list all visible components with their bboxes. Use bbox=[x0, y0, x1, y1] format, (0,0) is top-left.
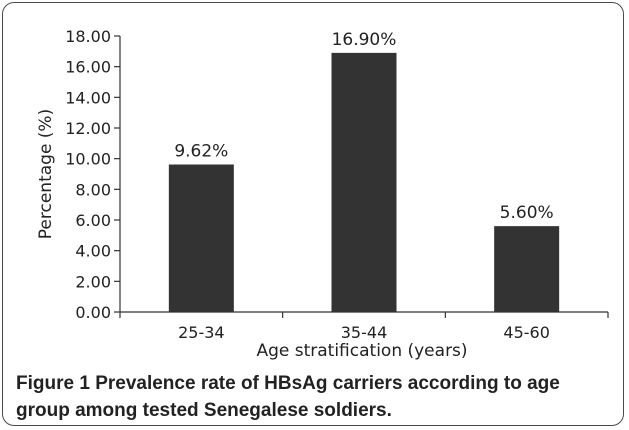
data-label: 5.60% bbox=[500, 203, 554, 223]
x-axis: 25-34 35-44 45-60 bbox=[119, 311, 609, 342]
y-tick-label: 2.00 bbox=[75, 272, 111, 291]
x-tick-label: 25-34 bbox=[178, 323, 225, 342]
caption-text: Prevalence rate of HBsAg carriers accord… bbox=[16, 373, 560, 421]
figure-caption: Figure 1 Prevalence rate of HBsAg carrie… bbox=[16, 370, 616, 424]
y-tick-label: 12.00 bbox=[65, 119, 111, 138]
x-tick-label: 35-44 bbox=[341, 323, 388, 342]
bars: 9.62% 16.90% 5.60% bbox=[168, 30, 560, 312]
y-tick-label: 10.00 bbox=[65, 150, 111, 169]
caption-label: Figure 1 bbox=[16, 373, 90, 394]
y-tick-label: 4.00 bbox=[75, 242, 111, 261]
y-tick-label: 18.00 bbox=[65, 27, 111, 46]
y-axis-title: Percentage (%) bbox=[36, 109, 56, 239]
x-axis-title: Age stratification (years) bbox=[256, 341, 467, 361]
y-tick-label: 6.00 bbox=[75, 211, 111, 230]
bar-45-60 bbox=[494, 226, 560, 312]
y-tick-label: 0.00 bbox=[75, 303, 111, 322]
y-tick-label: 8.00 bbox=[75, 180, 111, 199]
data-label: 16.90% bbox=[332, 30, 397, 50]
y-axis: 0.00 2.00 4.00 6.00 8.00 10.00 12.00 14.00 16.00… bbox=[65, 27, 121, 322]
bar-35-44 bbox=[331, 52, 397, 312]
bar-chart: 0.00 2.00 4.00 6.00 8.00 10.00 12.00 14.00 16.00… bbox=[36, 27, 609, 361]
y-tick-label: 14.00 bbox=[65, 88, 111, 107]
y-tick-label: 16.00 bbox=[65, 58, 111, 77]
bar-25-34 bbox=[168, 164, 234, 312]
x-tick-label: 45-60 bbox=[503, 323, 550, 342]
data-label: 9.62% bbox=[174, 141, 228, 161]
figure-frame bbox=[2, 2, 624, 426]
